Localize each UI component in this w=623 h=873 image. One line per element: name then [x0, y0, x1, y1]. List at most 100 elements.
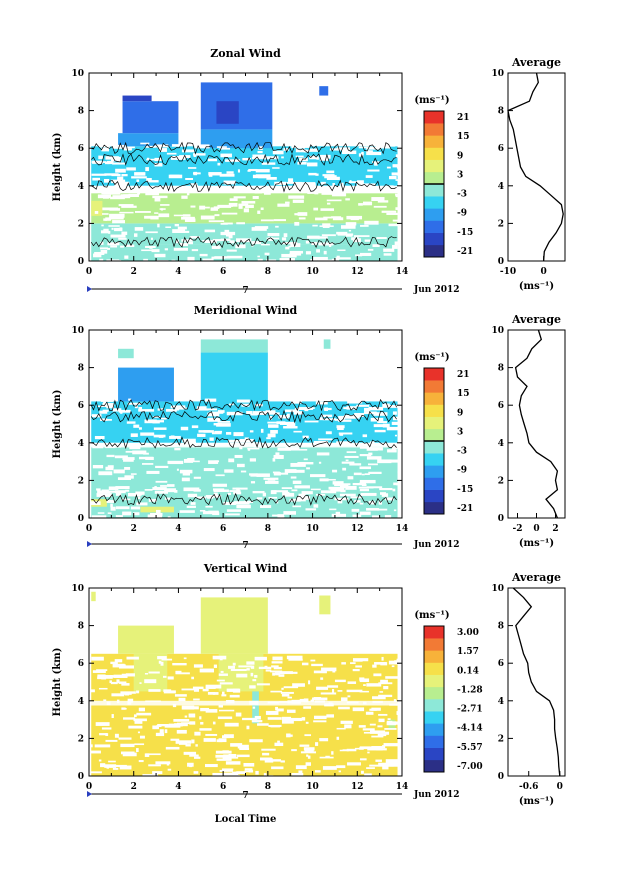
missing-data-gap	[295, 148, 305, 153]
missing-data-gap	[197, 496, 206, 499]
missing-data-gap	[344, 724, 352, 729]
missing-data-gap	[192, 686, 204, 690]
missing-data-gap	[100, 241, 104, 245]
missing-data-gap	[359, 252, 372, 256]
missing-data-gap	[320, 181, 326, 185]
missing-data-gap	[193, 756, 201, 759]
missing-data-gap	[264, 252, 270, 256]
missing-data-gap	[336, 147, 350, 151]
missing-data-gap	[266, 176, 277, 180]
missing-data-gap	[185, 744, 191, 747]
colorbar-label: 21	[457, 370, 470, 380]
missing-data-gap	[200, 721, 204, 725]
missing-data-gap	[272, 150, 284, 155]
colorbar-swatch	[424, 147, 444, 160]
missing-data-gap	[92, 670, 106, 673]
missing-data-gap	[183, 751, 197, 755]
missing-data-gap	[322, 223, 331, 227]
panel-title: Vertical Wind	[203, 562, 288, 575]
missing-data-gap	[320, 677, 324, 680]
missing-data-gap	[186, 193, 190, 196]
y-tick-label: 2	[78, 219, 84, 229]
missing-data-gap	[228, 234, 233, 239]
missing-data-gap	[105, 733, 109, 737]
missing-data-gap	[119, 765, 132, 770]
missing-data-gap	[167, 460, 184, 465]
missing-data-gap	[204, 229, 216, 233]
missing-data-gap	[294, 221, 300, 226]
missing-data-gap	[303, 706, 312, 709]
date-tick-label: 7	[242, 541, 248, 551]
missing-data-gap	[286, 709, 296, 713]
date-tick-label: 7	[242, 286, 248, 296]
missing-data-gap	[241, 403, 250, 407]
missing-data-gap	[219, 682, 233, 685]
x-tick-label: 4	[175, 267, 181, 277]
missing-data-gap	[305, 721, 309, 724]
missing-data-gap	[219, 173, 235, 177]
colorbar-swatch	[424, 453, 444, 466]
missing-data-gap	[170, 156, 186, 160]
missing-data-gap	[138, 427, 142, 430]
missing-data-gap	[381, 763, 390, 766]
missing-data-gap	[295, 155, 304, 158]
missing-data-gap	[327, 202, 331, 205]
missing-data-gap	[130, 473, 137, 475]
missing-data-gap	[138, 409, 155, 412]
missing-data-gap	[254, 715, 261, 720]
missing-data-gap	[385, 459, 402, 463]
missing-data-gap	[279, 671, 293, 675]
missing-data-gap	[158, 148, 167, 152]
missing-data-gap	[242, 717, 258, 721]
x-tick-label: 4	[175, 782, 181, 792]
average-y-tick-label: 0	[498, 772, 504, 782]
missing-data-gap	[91, 173, 107, 176]
missing-data-gap	[148, 689, 161, 692]
missing-data-gap	[292, 199, 304, 203]
missing-data-gap	[274, 742, 284, 747]
average-y-tick-label: 4	[498, 439, 504, 449]
missing-data-gap	[244, 500, 253, 504]
missing-data-gap	[270, 430, 278, 434]
missing-data-gap	[146, 177, 152, 182]
missing-data-gap	[101, 676, 107, 680]
missing-data-gap	[194, 731, 201, 736]
missing-data-gap	[193, 476, 201, 479]
missing-data-gap	[352, 482, 367, 486]
missing-data-gap	[127, 402, 142, 405]
missing-data-gap	[280, 760, 285, 763]
average-y-tick-label: 10	[491, 326, 504, 336]
missing-data-gap	[317, 236, 328, 239]
missing-data-gap	[344, 455, 359, 459]
missing-data-gap	[178, 740, 188, 745]
missing-data-gap	[180, 426, 189, 431]
colorbar-label: -5.57	[457, 743, 483, 753]
missing-data-gap	[130, 433, 138, 437]
missing-data-gap	[175, 672, 190, 675]
x-tick-label: 14	[396, 782, 409, 792]
missing-data-gap	[304, 408, 309, 412]
missing-data-gap	[318, 438, 333, 441]
missing-data-gap	[189, 763, 193, 768]
missing-data-gap	[212, 483, 227, 487]
missing-data-gap	[353, 472, 362, 476]
missing-data-gap	[136, 748, 139, 753]
missing-data-gap	[154, 253, 166, 258]
y-axis-label: Height (km)	[52, 133, 63, 202]
missing-data-gap	[214, 430, 223, 433]
missing-data-gap	[105, 490, 120, 493]
colorbar-swatch	[424, 111, 444, 124]
missing-data-gap	[158, 436, 164, 438]
missing-data-gap	[191, 739, 195, 744]
missing-data-gap	[249, 473, 258, 476]
y-tick-label: 6	[78, 401, 84, 411]
missing-data-gap	[136, 712, 152, 716]
missing-data-gap	[363, 731, 379, 734]
missing-data-gap	[221, 768, 234, 771]
missing-data-gap	[388, 176, 397, 180]
missing-data-gap	[336, 765, 346, 769]
y-tick-label: 10	[71, 584, 84, 594]
missing-data-gap	[141, 249, 157, 252]
missing-data-gap	[377, 200, 389, 203]
